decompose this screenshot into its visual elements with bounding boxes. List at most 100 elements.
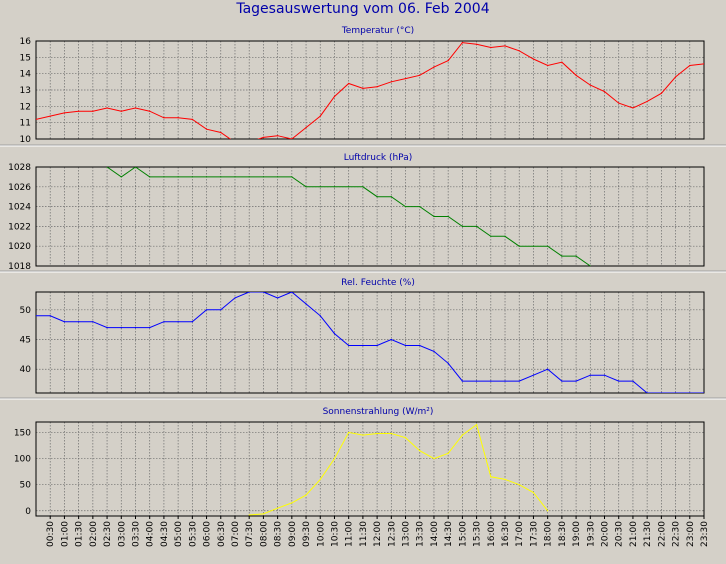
pressure-data-point [319,186,321,188]
pressure-panel: Luftdruck (hPa) 1018 1020 1022 1024 1026 1028 [0,153,726,273]
temperature-data-point [78,110,80,112]
humidity-data-point [191,321,193,323]
humidity-data-point [490,380,492,382]
pressure-data-point [589,265,591,266]
temperature-data-point [362,87,364,89]
x-tick-label: 09:00 [288,521,298,547]
x-tick-label: 19:00 [572,521,582,547]
temperature-data-point [134,107,137,109]
temperature-ytick-label: 12 [20,102,31,112]
pressure-data-point [333,186,336,188]
pressure-data-point [461,225,463,227]
humidity-data-point [561,380,563,382]
temperature-data-point [689,64,691,67]
temperature-data-point [36,118,37,120]
humidity-data-point [78,321,80,323]
x-tick-label: 18:30 [558,521,568,547]
x-tick-label: 22:30 [672,521,682,547]
temperature-data-point [163,117,165,119]
x-tick-label: 14:30 [444,521,454,547]
pressure-ytick-label: 1026 [8,183,31,193]
humidity-data-point [703,392,704,393]
humidity-data-point [475,380,478,382]
humidity-data-point [689,392,691,393]
x-tick-label: 15:00 [458,521,468,547]
humidity-data-point [36,315,37,317]
x-tick-label: 19:30 [586,521,596,547]
pressure-data-point [163,176,165,178]
x-tick-label: 08:30 [274,521,284,547]
humidity-data-point [49,315,51,317]
radiation-data-point [277,507,279,509]
temperature-data-point [674,76,677,78]
temperature-series-line [36,42,704,139]
radiation-data-point [319,478,321,481]
humidity-data-point [134,327,137,329]
radiation-panel: Sonnenstrahlung (W/m²) 0 50 100 150 [14,407,705,517]
humidity-data-point [419,344,421,347]
temperature-data-point [475,43,478,45]
pressure-data-point [220,176,222,178]
pressure-data-point [248,176,250,178]
temperature-data-point [532,58,535,60]
temperature-data-point [433,66,435,68]
radiation-data-point [504,478,506,481]
temperature-data-point [220,131,222,134]
pressure-data-point [134,167,137,168]
temperature-data-point [291,138,293,139]
temperature-data-point [262,136,265,138]
temperature-data-point [660,92,662,94]
pressure-ytick-label: 1024 [8,203,31,213]
pressure-data-point [120,176,122,178]
x-tick-label: 13:30 [416,521,426,547]
humidity-data-point [433,350,435,353]
x-tick-label: 16:30 [501,521,511,547]
pressure-data-point [205,176,208,178]
temperature-data-point [419,74,421,76]
temperature-ytick-label: 13 [20,86,31,96]
temperature-data-point [205,128,208,130]
pressure-data-point [277,176,279,178]
x-tick-label: 12:30 [387,521,397,547]
x-tick-label: 22:00 [657,521,667,547]
humidity-ytick-label: 40 [20,365,32,375]
temperature-ytick-label: 10 [20,135,32,145]
x-tick-label: 02:30 [103,521,113,547]
pressure-data-point [532,245,535,247]
radiation-data-point [547,510,549,512]
pressure-data-point [149,176,151,178]
temperature-data-point [106,107,108,109]
humidity-data-point [348,344,350,347]
pressure-data-point [191,176,193,178]
temperature-data-point [490,46,492,49]
temperature-data-point [234,142,235,143]
temperature-data-point [703,63,704,65]
pressure-data-point [447,215,449,218]
radiation-data-point [262,513,265,515]
temperature-ytick-label: 14 [20,70,32,80]
pressure-data-point [348,186,350,188]
temperature-title: Temperatur (°C) [341,26,414,36]
radiation-data-point [348,431,350,434]
x-axis: 00:30 01:00 01:30 02:00 02:30 03:00 03:30 04:00… [46,516,710,547]
radiation-data-point [490,476,492,478]
pressure-title: Luftdruck (hPa) [344,153,413,163]
radiation-ytick-label: 50 [20,481,32,491]
pressure-data-point [475,225,478,227]
temperature-panel: Temperatur (°C) 10 11 12 13 14 15 16 [0,26,726,147]
pressure-data-point [547,245,549,247]
temperature-data-point [177,117,179,119]
pressure-data-point [561,255,563,257]
temperature-plot-frame [35,40,705,140]
humidity-data-point [291,292,293,293]
humidity-data-point [461,380,463,382]
humidity-data-point [220,309,222,311]
radiation-data-point [248,514,250,516]
temperature-data-point [603,91,606,93]
temperature-ytick-label: 15 [20,53,31,63]
pressure-data-point [106,167,108,168]
humidity-data-point [603,374,606,376]
radiation-data-point [461,434,463,436]
